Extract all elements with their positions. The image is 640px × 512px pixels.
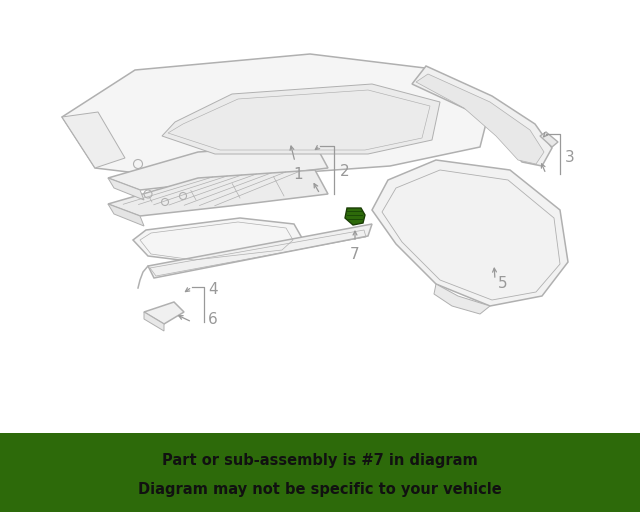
Polygon shape [434,284,490,314]
Text: Part or sub-assembly is #7 in diagram: Part or sub-assembly is #7 in diagram [162,453,478,468]
Text: 4: 4 [208,283,218,297]
Polygon shape [416,74,544,164]
Text: 1: 1 [293,167,303,182]
Polygon shape [372,160,568,306]
Polygon shape [108,204,144,226]
Text: 7: 7 [350,247,360,262]
Text: 6: 6 [208,311,218,327]
Polygon shape [144,302,184,324]
Polygon shape [412,66,552,166]
Polygon shape [133,218,302,262]
Polygon shape [108,144,328,190]
Text: 3: 3 [565,150,575,164]
Polygon shape [108,178,144,200]
Text: Diagram may not be specific to your vehicle: Diagram may not be specific to your vehi… [138,482,502,497]
Bar [0,433,640,512]
Polygon shape [345,208,365,225]
Text: 5: 5 [498,276,508,291]
Polygon shape [148,224,372,278]
Polygon shape [62,112,125,168]
Text: 2: 2 [340,164,349,180]
Polygon shape [540,132,558,147]
Polygon shape [62,54,492,180]
Polygon shape [108,170,328,216]
Polygon shape [162,84,440,154]
Polygon shape [144,312,164,331]
